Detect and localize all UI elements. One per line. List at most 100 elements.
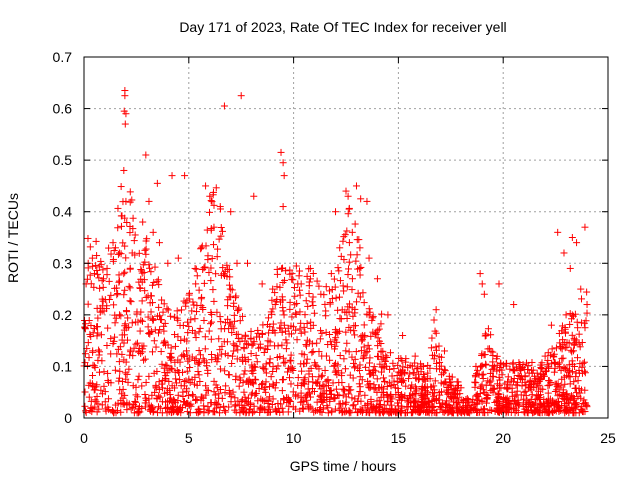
data-point — [576, 343, 584, 351]
data-point — [343, 339, 351, 347]
data-point — [232, 401, 240, 409]
data-point — [163, 385, 171, 393]
data-point — [463, 395, 471, 403]
data-point — [355, 392, 363, 400]
data-point — [301, 311, 309, 319]
data-point — [520, 395, 528, 403]
data-point — [480, 290, 488, 298]
data-point — [282, 336, 290, 344]
data-point — [398, 370, 406, 378]
data-point — [231, 394, 239, 402]
data-point — [305, 378, 313, 386]
data-point — [302, 342, 310, 350]
data-point — [495, 390, 503, 398]
data-point — [251, 375, 259, 383]
data-point — [97, 386, 105, 394]
data-point — [419, 407, 427, 415]
data-point — [529, 366, 537, 374]
data-point — [581, 324, 589, 332]
data-point — [245, 408, 253, 416]
data-point — [142, 378, 150, 386]
data-point — [114, 290, 122, 298]
data-point — [155, 403, 163, 411]
data-point — [210, 297, 218, 305]
data-point — [189, 298, 197, 306]
data-point — [348, 275, 356, 283]
data-point — [216, 403, 224, 411]
data-point — [145, 264, 153, 272]
data-point — [122, 197, 130, 205]
data-point — [322, 283, 330, 291]
data-point — [98, 302, 106, 310]
data-point — [489, 361, 497, 369]
data-point — [303, 320, 311, 328]
data-point — [310, 309, 318, 317]
data-point — [210, 388, 218, 396]
data-point — [416, 408, 424, 416]
data-point — [227, 208, 235, 216]
data-point — [191, 315, 199, 323]
data-point — [481, 351, 489, 359]
data-point — [332, 294, 340, 302]
data-point — [173, 307, 181, 315]
data-point — [320, 390, 328, 398]
data-point — [348, 286, 356, 294]
data-point — [286, 266, 294, 274]
data-point — [117, 312, 125, 320]
data-point — [92, 237, 100, 245]
data-point — [514, 371, 522, 379]
data-point — [296, 291, 304, 299]
data-point — [350, 401, 358, 409]
data-point — [574, 324, 582, 332]
data-point — [101, 398, 109, 406]
data-point — [515, 359, 523, 367]
y-tick-label: 0.7 — [53, 49, 73, 65]
data-point — [133, 308, 141, 316]
data-point — [238, 334, 246, 342]
data-point — [338, 369, 346, 377]
data-point — [560, 249, 568, 257]
data-point — [578, 406, 586, 414]
data-point — [479, 405, 487, 413]
data-point — [173, 314, 181, 322]
data-point — [279, 375, 287, 383]
data-point — [123, 370, 131, 378]
data-point — [361, 332, 369, 340]
data-point — [191, 329, 199, 337]
data-point — [115, 377, 123, 385]
data-point — [331, 405, 339, 413]
data-point — [346, 300, 354, 308]
data-point — [299, 404, 307, 412]
data-point — [561, 380, 569, 388]
data-point — [237, 92, 245, 100]
data-point — [342, 328, 350, 336]
data-point — [273, 270, 281, 278]
data-point — [397, 396, 405, 404]
data-point — [513, 387, 521, 395]
data-point — [162, 361, 170, 369]
data-point — [236, 374, 244, 382]
data-point — [262, 388, 270, 396]
data-point — [394, 384, 402, 392]
data-point — [354, 289, 362, 297]
data-point — [386, 365, 394, 373]
data-point — [346, 371, 354, 379]
data-point — [543, 397, 551, 405]
data-point — [160, 337, 168, 345]
x-tick-label: 10 — [286, 430, 302, 446]
data-point — [138, 297, 146, 305]
data-point — [379, 374, 387, 382]
data-point — [430, 386, 438, 394]
data-point — [352, 182, 360, 190]
data-point — [408, 362, 416, 370]
data-point — [218, 394, 226, 402]
data-point — [279, 307, 287, 315]
data-point — [155, 303, 163, 311]
data-point — [196, 377, 204, 385]
data-point — [326, 298, 334, 306]
data-point — [561, 325, 569, 333]
data-point — [366, 383, 374, 391]
data-point — [357, 195, 365, 203]
data-point — [111, 319, 119, 327]
x-axis-title: GPS time / hours — [290, 458, 397, 474]
